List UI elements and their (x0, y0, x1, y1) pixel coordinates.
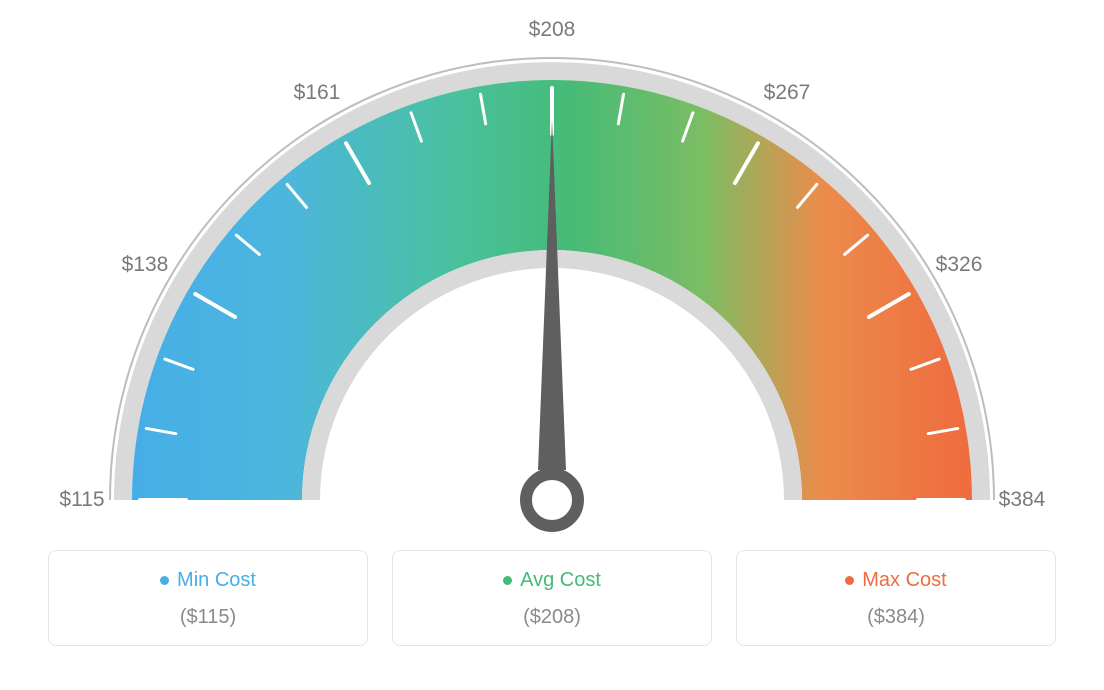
legend-value: ($208) (401, 606, 703, 629)
gauge-svg (22, 20, 1082, 540)
legend-title-text: Min Cost (177, 569, 256, 592)
legend-title: Max Cost (845, 569, 946, 592)
legend-card-min: Min Cost ($115) (48, 550, 368, 646)
legend-row: Min Cost ($115) Avg Cost ($208) Max Cost ($38… (20, 550, 1084, 646)
gauge-tick-label: $208 (529, 18, 576, 42)
gauge-tick-label: $138 (122, 253, 169, 277)
legend-dot-icon (503, 576, 512, 585)
legend-card-avg: Avg Cost ($208) (392, 550, 712, 646)
legend-value: ($115) (57, 606, 359, 629)
cost-gauge: $115 $138 $161 $208 $267 $326 $384 (22, 20, 1082, 540)
legend-dot-icon (160, 576, 169, 585)
legend-dot-icon (845, 576, 854, 585)
legend-title: Min Cost (160, 569, 256, 592)
gauge-tick-label: $326 (936, 253, 983, 277)
gauge-tick-label: $267 (764, 81, 811, 105)
legend-title-text: Avg Cost (520, 569, 601, 592)
gauge-tick-label: $161 (294, 81, 341, 105)
gauge-tick-label: $115 (59, 488, 104, 512)
gauge-tick-label: $384 (999, 488, 1046, 512)
legend-title: Avg Cost (503, 569, 601, 592)
legend-card-max: Max Cost ($384) (736, 550, 1056, 646)
legend-title-text: Max Cost (862, 569, 946, 592)
legend-value: ($384) (745, 606, 1047, 629)
